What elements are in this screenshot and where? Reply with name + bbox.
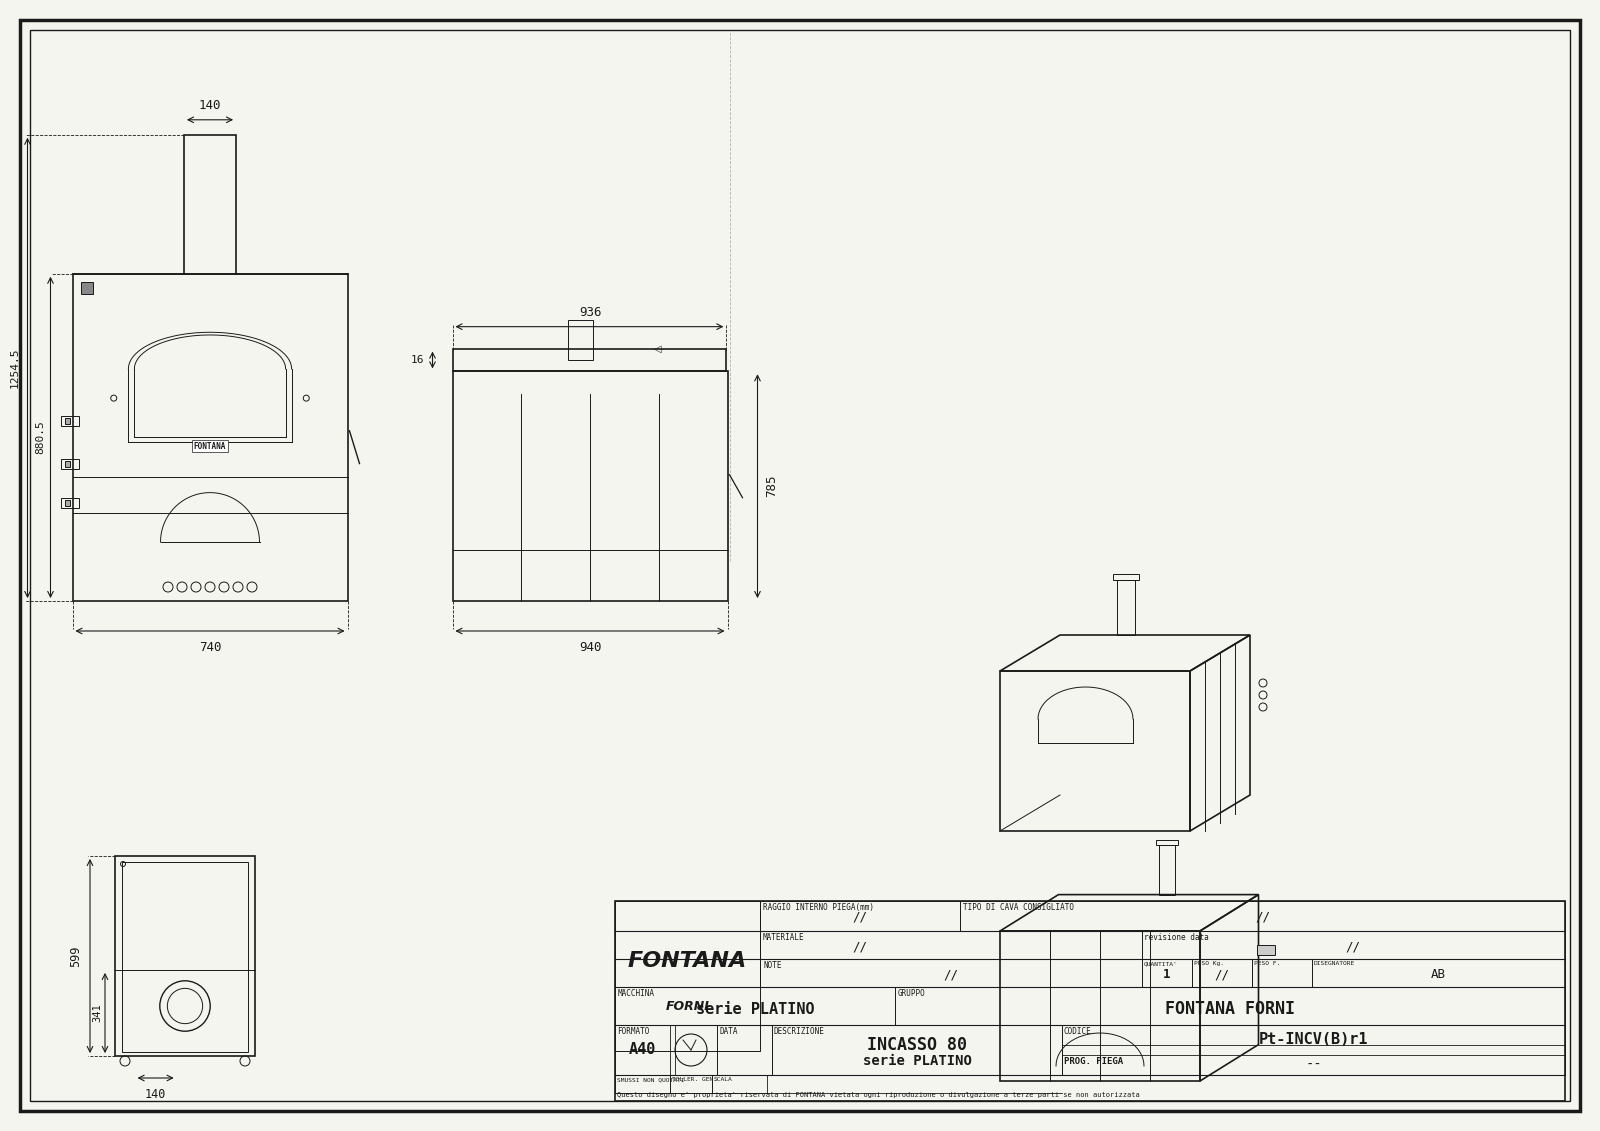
Text: 140: 140	[198, 98, 221, 112]
Bar	[675, 1025, 717, 1074]
Text: FONTANA FORNI: FONTANA FORNI	[1165, 1000, 1294, 1018]
Bar	[670, 1074, 712, 1093]
Text: SMUSSI NON QUOTATI: SMUSSI NON QUOTATI	[618, 1077, 685, 1082]
Bar	[1192, 959, 1251, 987]
Bar	[614, 1074, 670, 1093]
Bar	[771, 1025, 1062, 1074]
Text: 940: 940	[579, 641, 602, 654]
Bar	[61, 498, 78, 508]
Text: DISEGNATORE: DISEGNATORE	[1314, 961, 1355, 966]
Text: //: //	[853, 941, 867, 953]
Text: DATA: DATA	[718, 1027, 738, 1036]
Text: FORMATO: FORMATO	[618, 1027, 650, 1036]
Text: CODICE: CODICE	[1064, 1027, 1091, 1036]
Bar	[64, 418, 69, 424]
Bar	[1158, 845, 1174, 895]
Text: //: //	[1214, 968, 1229, 982]
Bar	[568, 320, 594, 360]
Bar	[453, 371, 728, 601]
Text: SCALA: SCALA	[714, 1077, 733, 1082]
Text: TIPO DI CAVA CONSIGLIATO: TIPO DI CAVA CONSIGLIATO	[963, 903, 1074, 912]
Bar	[64, 500, 69, 506]
Bar	[614, 1025, 670, 1074]
Bar	[1062, 1025, 1565, 1074]
Text: PESO F.: PESO F.	[1253, 961, 1280, 966]
Text: FONTANA: FONTANA	[194, 442, 226, 451]
Text: 785: 785	[765, 475, 779, 498]
Text: 599: 599	[69, 946, 82, 967]
Bar	[760, 959, 1141, 987]
Bar	[1155, 839, 1178, 845]
Text: 140: 140	[146, 1088, 166, 1100]
Text: 740: 740	[198, 641, 221, 654]
Text: MATERIALE: MATERIALE	[763, 933, 805, 942]
Text: FORNI: FORNI	[666, 1000, 709, 1012]
Text: TOLLER. GEN.: TOLLER. GEN.	[672, 1077, 717, 1082]
Text: 936: 936	[579, 305, 602, 319]
Bar	[1312, 959, 1565, 987]
Text: //: //	[853, 910, 867, 924]
Bar	[122, 862, 248, 1052]
Text: GRUPPO: GRUPPO	[898, 988, 926, 998]
Bar	[184, 135, 237, 274]
Bar	[1062, 1045, 1565, 1074]
Bar	[80, 282, 93, 294]
Bar	[614, 901, 1565, 1100]
Text: 880.5: 880.5	[35, 421, 45, 455]
Text: MACCHINA: MACCHINA	[618, 988, 654, 998]
Text: serie PLATINO: serie PLATINO	[862, 1054, 971, 1068]
Text: //: //	[1254, 910, 1270, 924]
Text: AB: AB	[1430, 968, 1446, 982]
Bar	[960, 901, 1565, 931]
Bar	[115, 856, 254, 1056]
Bar	[1117, 580, 1134, 634]
Bar	[72, 274, 347, 601]
Bar	[717, 1025, 771, 1074]
Text: ◁: ◁	[654, 344, 662, 354]
Text: Questo disegno e' proprieta' riservata di FONTANA vietata ogni riproduzione o di: Questo disegno e' proprieta' riservata d…	[618, 1093, 1139, 1098]
Text: PESO Kg.: PESO Kg.	[1194, 961, 1224, 966]
Text: INCASSO 80: INCASSO 80	[867, 1036, 966, 1054]
Bar	[614, 901, 760, 1051]
Text: 1: 1	[1163, 968, 1170, 982]
Bar	[894, 987, 1565, 1025]
Text: NOTE: NOTE	[763, 961, 781, 970]
Bar	[61, 416, 78, 426]
Text: --: --	[1306, 1057, 1322, 1072]
Bar	[760, 931, 1141, 959]
Bar	[1141, 931, 1565, 959]
Text: 16: 16	[411, 355, 424, 365]
Bar	[61, 458, 78, 468]
Text: //: //	[1346, 941, 1360, 953]
Text: revisione data: revisione data	[1144, 933, 1210, 942]
Text: RAGGIO INTERNO PIEGA(mm): RAGGIO INTERNO PIEGA(mm)	[763, 903, 874, 912]
Bar	[1256, 944, 1275, 955]
Bar	[1114, 575, 1139, 580]
Bar	[453, 348, 726, 371]
Bar	[712, 1074, 766, 1093]
Bar	[760, 901, 960, 931]
Text: QUANTITA': QUANTITA'	[1144, 961, 1178, 966]
Bar	[64, 460, 69, 467]
Text: A40: A40	[629, 1043, 656, 1057]
Text: FONTANA: FONTANA	[627, 951, 747, 972]
Text: 341: 341	[93, 1003, 102, 1022]
Text: PROG. PIEGA: PROG. PIEGA	[1064, 1057, 1123, 1067]
Bar	[614, 987, 894, 1025]
Text: Pt-INCV(B)r1: Pt-INCV(B)r1	[1259, 1031, 1368, 1046]
Text: DESCRIZIONE: DESCRIZIONE	[774, 1027, 826, 1036]
Text: serie PLATINO: serie PLATINO	[696, 1001, 814, 1017]
Bar	[1141, 959, 1192, 987]
Text: 1254.5: 1254.5	[10, 347, 19, 388]
Text: //: //	[944, 968, 958, 982]
Bar	[1251, 959, 1312, 987]
